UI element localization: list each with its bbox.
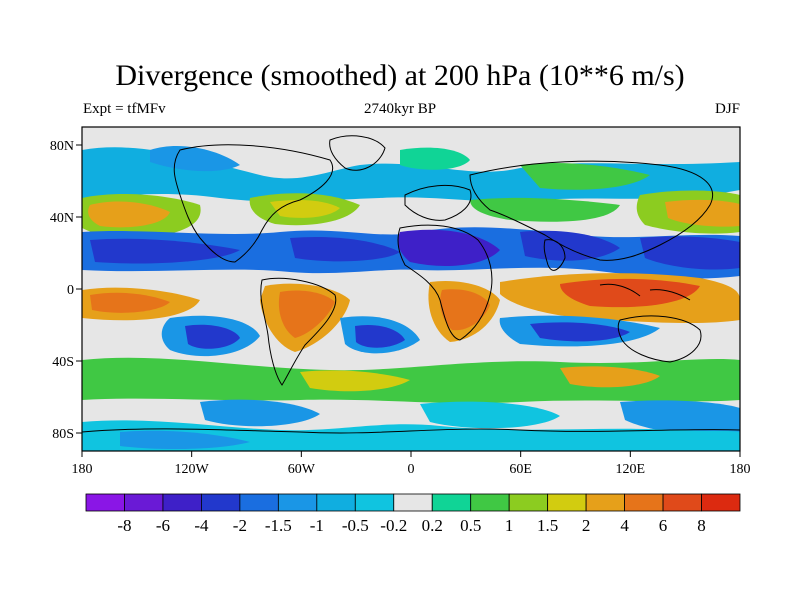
colorbar-label: 6 <box>659 516 668 535</box>
contour-eq-pos-sam-core <box>278 290 335 338</box>
coast-maritime <box>599 283 691 301</box>
colorbar-swatch <box>547 493 587 512</box>
colorbar-swatch <box>470 493 510 512</box>
colorbar-label: -6 <box>156 516 170 535</box>
colorbar-label: 1 <box>505 516 514 535</box>
coastlines <box>82 135 740 434</box>
colorbar-swatch <box>393 493 433 512</box>
coast-greenland <box>329 135 386 171</box>
colorbar-swatch <box>239 493 279 512</box>
contour-so-yellow <box>300 370 410 392</box>
contour-midlat-pos-pacific-core <box>88 201 170 228</box>
lon-tick-label: 180 <box>72 462 93 477</box>
lon-tick-label: 180 <box>730 462 751 477</box>
colorbar-swatch <box>431 493 472 512</box>
coast-africa <box>397 224 493 341</box>
colorbar-label: 1.5 <box>537 516 558 535</box>
contour-north-blue <box>150 145 240 172</box>
colorbar-swatch <box>277 493 318 512</box>
time-label: 2740kyr BP <box>363 101 437 117</box>
colorbar-swatch <box>316 493 356 512</box>
lon-tick-label: 120W <box>175 462 210 477</box>
contour-eq-pos-afr-core <box>440 289 490 331</box>
coast-south-america <box>260 277 337 386</box>
coast-india <box>543 239 566 271</box>
colorbar-swatch <box>662 493 702 512</box>
colorbar-label: 8 <box>697 516 706 535</box>
lat-tick-label: 0 <box>67 283 74 298</box>
colorbar-label: -0.5 <box>342 516 369 535</box>
colorbar-label: 0.2 <box>422 516 443 535</box>
contour-ssub-neg-ind-core <box>530 322 630 342</box>
lon-tick-label: 0 <box>408 462 415 477</box>
colorbar-swatch <box>624 493 664 512</box>
colorbar-swatch <box>701 493 741 512</box>
season-label: DJF <box>714 101 740 117</box>
lat-tick-label: 80N <box>50 139 74 154</box>
map-panel <box>81 126 741 452</box>
contour-subtrop-neg-core-wpac <box>640 236 740 270</box>
colorbar-swatch <box>201 493 241 512</box>
lon-tick-label: 60E <box>509 462 532 477</box>
contour-eq-pos-maritime-core <box>560 278 700 308</box>
colorbar-swatch <box>354 493 395 512</box>
contour-so-orange <box>560 366 660 388</box>
coast-europe <box>404 185 472 221</box>
colorbar-label: -1.5 <box>265 516 292 535</box>
colorbar-swatch <box>508 493 549 512</box>
contour-so-blue-3 <box>620 400 740 437</box>
colorbar: -8 -6 -4 -2 -1.5 -1 -0.5 -0.2 0.2 0.5 1 1.5 2 4 6 8 <box>85 493 741 535</box>
contour-ssub-neg-pac-core <box>185 324 240 349</box>
coast-australia <box>617 315 702 363</box>
contour-antarctic-cyan <box>82 420 740 451</box>
contour-midlat-pos-asia <box>470 197 620 222</box>
colorbar-label: -8 <box>117 516 131 535</box>
colorbar-label: 4 <box>620 516 629 535</box>
lat-tick-label: 40N <box>50 211 74 226</box>
experiment-label: Expt = tfMFv <box>83 101 166 117</box>
contour-subtrop-neg-core-atl <box>290 236 400 262</box>
contour-north-green <box>400 147 470 170</box>
colorbar-label: -1 <box>310 516 324 535</box>
coast-antarctica <box>82 428 740 434</box>
contour-north-green-2 <box>520 163 650 190</box>
colorbar-swatch <box>85 493 125 512</box>
contour-midlat-pos-npac-core <box>665 199 740 227</box>
contour-subtrop-neg-core-afr <box>398 229 500 266</box>
lat-axis: 80N 40N 0 40S 80S <box>50 139 82 442</box>
lat-tick-label: 80S <box>52 427 74 442</box>
colorbar-swatch <box>585 493 625 512</box>
colorbar-swatch <box>162 493 202 512</box>
coast-asia <box>469 160 713 261</box>
lon-axis: 180 120W 60W 0 60E 120E 180 <box>72 451 751 477</box>
coast-north-america <box>173 144 334 263</box>
contour-antarctic-blue <box>120 430 250 450</box>
colorbar-label: -0.2 <box>380 516 407 535</box>
lon-tick-label: 60W <box>288 462 316 477</box>
lon-tick-label: 120E <box>616 462 646 477</box>
colorbar-label: 0.5 <box>460 516 481 535</box>
contour-so-blue-2 <box>420 401 560 429</box>
contour-ssub-neg-atl-core <box>355 324 405 348</box>
lat-tick-label: 40S <box>52 355 74 370</box>
contour-eq-pos-pac-core <box>90 292 170 313</box>
colorbar-swatch <box>124 493 164 512</box>
divergence-field <box>82 145 740 451</box>
map-title: Divergence (smoothed) at 200 hPa (10**6 … <box>115 59 685 92</box>
contour-so-blue-1 <box>200 399 320 427</box>
contour-subtrop-neg-core-pac <box>90 238 240 264</box>
colorbar-label: -4 <box>194 516 209 535</box>
colorbar-label: 2 <box>582 516 591 535</box>
colorbar-label: -2 <box>233 516 247 535</box>
